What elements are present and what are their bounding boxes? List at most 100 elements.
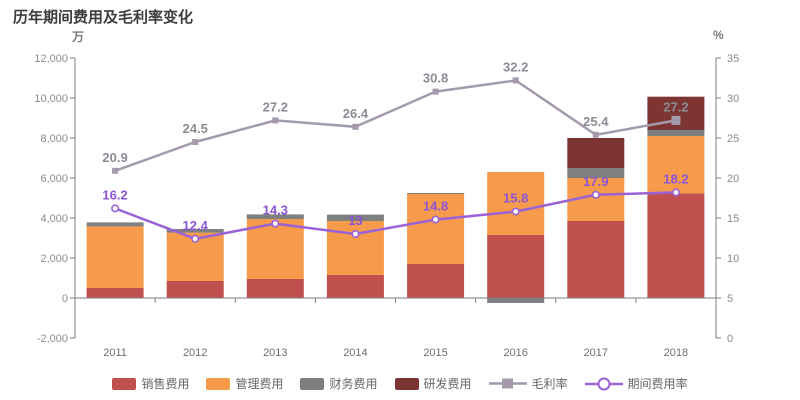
bar-segment-finance-2014[interactable]	[326, 214, 384, 221]
x-tick-label-2011: 2011	[103, 347, 127, 359]
left-axis-unit-label: 万	[71, 30, 84, 44]
left-tick-label: 2,000	[40, 253, 68, 265]
x-tick-label-2016: 2016	[503, 347, 527, 359]
value-label-period-expense-ratio-2018: 18.2	[663, 171, 688, 186]
right-tick-label: 15	[727, 213, 739, 225]
legend-item-gross-margin[interactable]: 毛利率	[488, 375, 568, 392]
legend-item-rd[interactable]: 研发费用	[394, 375, 472, 392]
marker-period-expense-ratio-2018[interactable]	[671, 188, 680, 197]
bar-segment-admin-2016[interactable]	[487, 172, 545, 235]
bar-segment-finance-2018[interactable]	[647, 130, 705, 136]
bar-segment-admin-2014[interactable]	[326, 221, 384, 275]
marker-gross-margin-2011[interactable]	[112, 167, 119, 174]
legend-item-finance[interactable]: 财务费用	[300, 375, 378, 392]
value-label-period-expense-ratio-2015: 14.8	[423, 199, 448, 214]
period-expense-ratio-line-marker-icon	[584, 377, 623, 390]
left-tick-label: 8,000	[40, 133, 68, 145]
marker-gross-margin-2016[interactable]	[512, 77, 519, 84]
bar-segment-finance-2013[interactable]	[246, 214, 304, 219]
gross-margin-line-marker-icon	[488, 378, 527, 389]
marker-period-expense-ratio-2017[interactable]	[591, 190, 600, 199]
value-label-gross-margin-2015: 30.8	[423, 71, 448, 86]
bar-segment-sales-2012[interactable]	[166, 281, 224, 298]
marker-gross-margin-2018[interactable]	[671, 115, 681, 125]
sales-swatch-icon	[112, 377, 137, 390]
bar-segment-sales-2015[interactable]	[407, 264, 465, 298]
value-label-gross-margin-2017: 25.4	[583, 114, 609, 129]
right-tick-label: 20	[727, 173, 739, 185]
line-gross-margin	[114, 79, 677, 172]
admin-swatch-icon	[206, 377, 231, 390]
right-tick-label: 5	[727, 293, 733, 305]
bar-segment-finance-2016[interactable]	[487, 298, 545, 303]
legend: 销售费用 管理费用 财务费用 研发费用 毛利率 期间费用率	[0, 375, 800, 392]
left-tick-label: -2,000	[37, 333, 68, 345]
legend-item-admin[interactable]: 管理费用	[206, 375, 283, 392]
bar-segment-finance-2011[interactable]	[86, 222, 144, 227]
legend-item-sales[interactable]: 销售费用	[112, 375, 189, 392]
bar-segment-sales-2016[interactable]	[487, 235, 545, 298]
marker-period-expense-ratio-2014[interactable]	[351, 230, 360, 239]
value-label-gross-margin-2014: 26.4	[343, 106, 369, 121]
legend-label-admin: 管理费用	[235, 377, 284, 391]
line-period-expense-ratio	[114, 191, 676, 241]
left-tick-label: 10,000	[34, 93, 68, 105]
chart-title: 历年期间费用及毛利率变化	[13, 9, 194, 26]
rd-swatch-icon	[394, 377, 419, 390]
right-tick-label: 10	[727, 253, 739, 265]
x-tick-label-2014: 2014	[343, 347, 367, 359]
bar-segment-admin-2018[interactable]	[647, 136, 705, 194]
right-tick-label: 35	[727, 53, 739, 65]
bar-segment-finance-2015[interactable]	[407, 193, 465, 194]
marker-gross-margin-2017[interactable]	[592, 131, 599, 138]
value-label-period-expense-ratio-2014: 13	[348, 213, 362, 228]
legend-label-rd: 研发费用	[423, 377, 472, 391]
marker-gross-margin-2012[interactable]	[192, 139, 199, 145]
left-tick-label: 6,000	[40, 173, 68, 185]
x-tick-label-2015: 2015	[423, 347, 447, 359]
bar-segment-rd-2017[interactable]	[567, 138, 625, 168]
legend-label-period-expense-ratio: 期间费用率	[627, 377, 688, 391]
bar-segment-admin-2011[interactable]	[86, 226, 144, 288]
bar-segment-finance-2012[interactable]	[166, 229, 224, 233]
value-label-period-expense-ratio-2013: 14.3	[263, 203, 288, 218]
bar-segment-sales-2013[interactable]	[246, 279, 304, 298]
legend-label-sales: 销售费用	[141, 377, 190, 391]
right-tick-label: 0	[727, 333, 733, 345]
marker-gross-margin-2014[interactable]	[352, 123, 359, 130]
value-label-gross-margin-2018: 27.2	[663, 99, 688, 114]
marker-period-expense-ratio-2013[interactable]	[271, 219, 280, 228]
value-label-period-expense-ratio-2017: 17.9	[583, 174, 608, 189]
x-tick-label-2017: 2017	[584, 347, 608, 359]
value-label-period-expense-ratio-2012: 12.4	[183, 218, 209, 233]
right-axis-unit-label: %	[713, 28, 724, 42]
x-tick-label-2018: 2018	[664, 347, 688, 359]
x-tick-label-2012: 2012	[183, 347, 207, 359]
value-label-gross-margin-2011: 20.9	[102, 150, 127, 165]
bar-segment-sales-2014[interactable]	[326, 275, 384, 298]
value-label-gross-margin-2013: 27.2	[263, 99, 288, 114]
value-label-period-expense-ratio-2011: 16.2	[102, 187, 127, 202]
left-tick-label: 0	[62, 293, 68, 305]
bar-segment-sales-2017[interactable]	[567, 221, 625, 298]
marker-gross-margin-2013[interactable]	[272, 117, 279, 124]
legend-item-period-expense-ratio[interactable]: 期间费用率	[584, 375, 688, 392]
marker-period-expense-ratio-2012[interactable]	[191, 234, 200, 243]
bar-segment-admin-2013[interactable]	[246, 219, 304, 279]
right-tick-label: 25	[727, 133, 739, 145]
right-tick-label: 30	[727, 93, 739, 105]
bar-segment-finance-2017[interactable]	[567, 168, 625, 178]
marker-period-expense-ratio-2016[interactable]	[511, 207, 520, 216]
value-label-gross-margin-2016: 32.2	[503, 59, 528, 74]
bar-segment-sales-2011[interactable]	[86, 288, 144, 298]
bar-segment-admin-2015[interactable]	[407, 194, 465, 264]
legend-label-finance: 财务费用	[329, 377, 378, 391]
bar-segment-sales-2018[interactable]	[647, 193, 705, 298]
marker-gross-margin-2015[interactable]	[432, 88, 439, 95]
legend-label-gross-margin: 毛利率	[531, 377, 568, 391]
left-tick-label: 12,000	[34, 53, 68, 65]
marker-period-expense-ratio-2011[interactable]	[111, 204, 120, 213]
marker-period-expense-ratio-2015[interactable]	[431, 215, 440, 224]
